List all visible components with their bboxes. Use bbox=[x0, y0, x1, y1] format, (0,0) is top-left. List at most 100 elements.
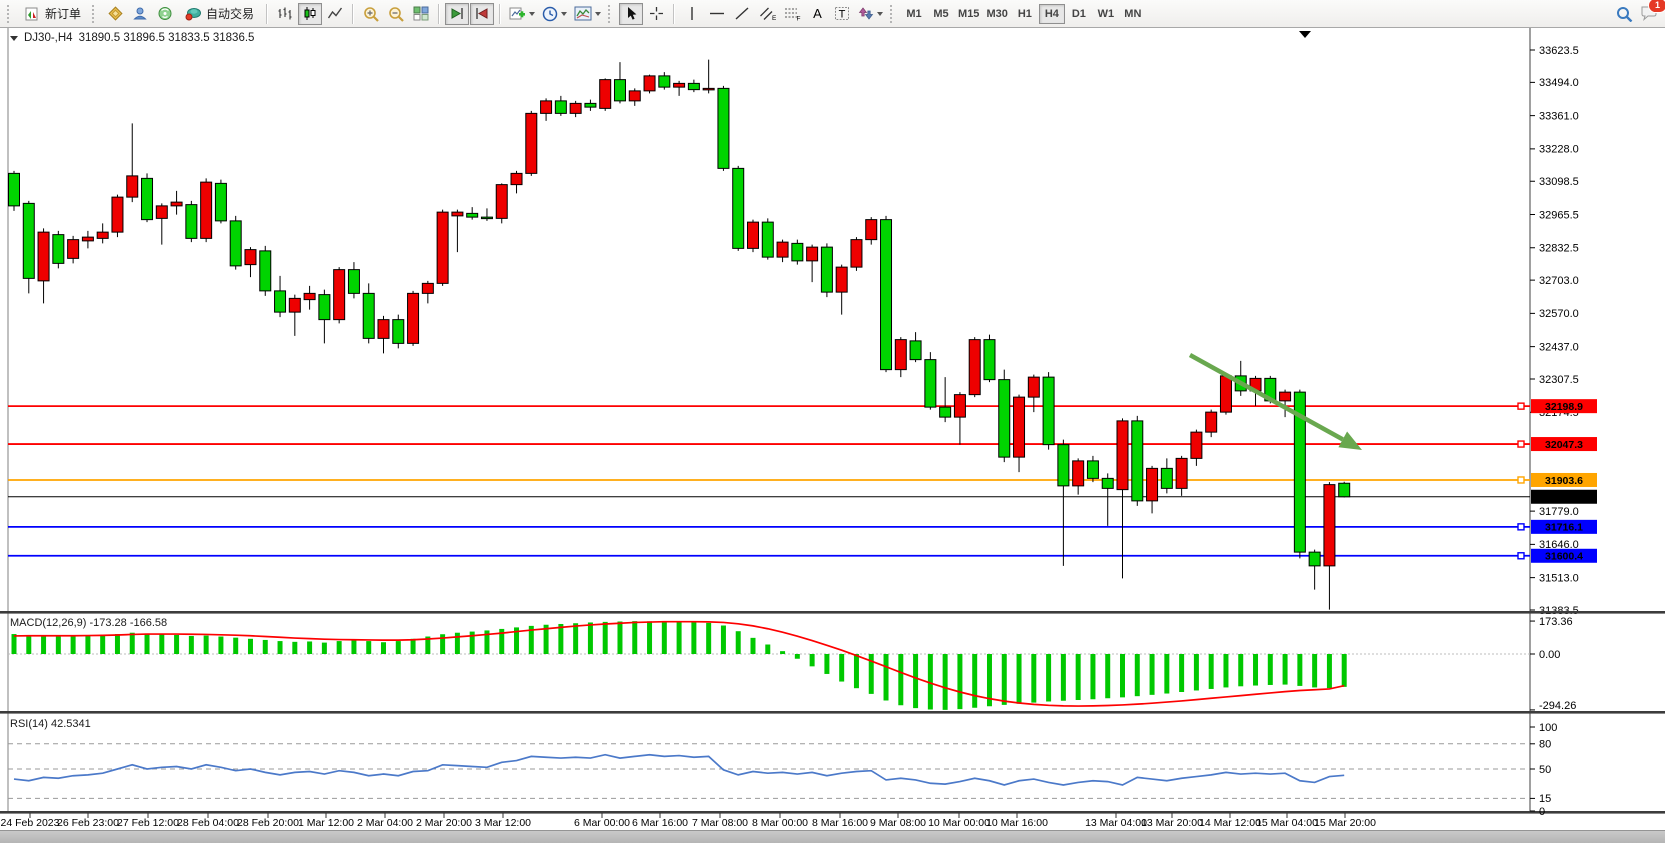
bar-chart-type-button[interactable] bbox=[273, 3, 297, 25]
pane-separator-price-macd[interactable] bbox=[0, 611, 1665, 614]
text-label-button[interactable]: T bbox=[830, 3, 854, 25]
price-level-handle[interactable] bbox=[1517, 476, 1525, 484]
time-axis[interactable] bbox=[0, 813, 1665, 830]
rsi-indicator-label[interactable]: RSI(14) 42.5341 bbox=[10, 718, 91, 730]
chart-canvas[interactable]: 33623.5 33494.0 33361.0 33228.0 33098.5 32965… bbox=[0, 28, 1665, 830]
fibonacci-button[interactable]: F bbox=[780, 3, 804, 25]
candle bbox=[894, 337, 907, 378]
arrows-shapes-button[interactable] bbox=[855, 3, 886, 25]
trendline-icon bbox=[735, 7, 749, 20]
candle-body bbox=[495, 184, 508, 219]
macd-signal-line bbox=[13, 620, 1345, 707]
time-axis-label: 3 Mar 12:00 bbox=[475, 817, 531, 829]
timeframe-h1[interactable]: H1 bbox=[1012, 4, 1038, 24]
price-level-handle[interactable] bbox=[1517, 402, 1525, 410]
timeframe-m30[interactable]: M30 bbox=[983, 4, 1010, 24]
timeframe-m1[interactable]: M1 bbox=[901, 4, 927, 24]
candle-body bbox=[1146, 467, 1159, 502]
candle bbox=[377, 315, 390, 354]
chart-template-button[interactable] bbox=[571, 3, 604, 25]
search-button[interactable] bbox=[1612, 3, 1636, 25]
price-level-handle[interactable] bbox=[1517, 552, 1525, 560]
new-order-button[interactable]: 新订单 bbox=[18, 3, 88, 25]
line-chart-icon bbox=[327, 7, 343, 19]
macd-pane[interactable] bbox=[0, 615, 1665, 711]
chart-shift-marker[interactable] bbox=[1299, 31, 1311, 38]
macd-indicator-label[interactable]: MACD(12,26,9) -173.28 -166.58 bbox=[10, 617, 168, 629]
candle-body bbox=[1160, 467, 1173, 489]
market-button[interactable] bbox=[128, 3, 152, 25]
auto-trading-button[interactable]: 自动交易 bbox=[178, 3, 261, 25]
candle-body bbox=[259, 250, 272, 292]
candle-body bbox=[377, 319, 390, 339]
price-level-tag-text: 32198.9 bbox=[1545, 401, 1583, 413]
candle bbox=[1338, 481, 1351, 498]
price-pane[interactable] bbox=[0, 28, 1665, 612]
candlestick-chart-type-button[interactable] bbox=[298, 2, 323, 25]
toolbar-grip[interactable] bbox=[890, 4, 897, 23]
chart-shift-button[interactable] bbox=[470, 2, 495, 25]
candle-body bbox=[421, 282, 434, 294]
candle bbox=[1116, 418, 1129, 579]
svg-text:E: E bbox=[772, 15, 776, 21]
pane-separator-macd-rsi[interactable] bbox=[0, 711, 1665, 714]
trendline-button[interactable] bbox=[730, 3, 754, 25]
trend-arrow-line[interactable] bbox=[1188, 353, 1344, 442]
vertical-line-button[interactable] bbox=[680, 3, 704, 25]
toolbar-grip[interactable] bbox=[7, 4, 14, 23]
rsi-axis-tick-label: 15 bbox=[1539, 793, 1551, 805]
auto-scroll-button[interactable] bbox=[445, 2, 470, 25]
rsi-axis-tick-label: 50 bbox=[1539, 764, 1551, 776]
dropdown-caret bbox=[877, 11, 884, 16]
timeframe-m5[interactable]: M5 bbox=[928, 4, 954, 24]
candle-body bbox=[244, 249, 257, 266]
candle bbox=[81, 230, 94, 249]
candle-body bbox=[525, 112, 538, 174]
notifications-button[interactable]: 1 bbox=[1637, 0, 1665, 26]
text-button[interactable]: A bbox=[805, 3, 829, 25]
line-chart-type-button[interactable] bbox=[323, 3, 347, 25]
price-level-handle[interactable] bbox=[1517, 440, 1525, 448]
candle-body bbox=[466, 212, 479, 218]
timeframe-d1[interactable]: D1 bbox=[1066, 4, 1092, 24]
rsi-axis-tick-label: 0 bbox=[1539, 806, 1545, 818]
dropdown-caret bbox=[595, 11, 602, 16]
time-axis-label: 13 Mar 04:00 bbox=[1085, 817, 1147, 829]
toolbar-grip[interactable] bbox=[92, 4, 99, 23]
current-price-tag-text: 31836.5 bbox=[1545, 492, 1583, 504]
add-indicator-button[interactable] bbox=[506, 3, 538, 25]
candle-body bbox=[274, 290, 287, 313]
candle bbox=[141, 173, 154, 223]
one-click-trading-toggle-icon[interactable] bbox=[10, 35, 18, 41]
candle bbox=[791, 239, 804, 265]
mql5-community-button[interactable] bbox=[103, 3, 127, 25]
macd-axis-tick-label: 0.00 bbox=[1539, 649, 1560, 661]
candle-body bbox=[717, 87, 730, 169]
cursor-button[interactable] bbox=[619, 2, 644, 25]
tile-windows-button[interactable] bbox=[409, 3, 433, 25]
zoom-in-button[interactable] bbox=[359, 3, 383, 25]
candle bbox=[259, 245, 272, 296]
timeframe-m15[interactable]: M15 bbox=[955, 4, 982, 24]
timeframe-h4[interactable]: H4 bbox=[1038, 3, 1065, 24]
equidistant-channel-button[interactable]: E bbox=[755, 3, 779, 25]
candle bbox=[702, 59, 715, 94]
trend-arrow-head[interactable] bbox=[1338, 431, 1362, 450]
candle-body bbox=[288, 297, 301, 313]
timeframe-mn[interactable]: MN bbox=[1120, 4, 1146, 24]
toolbar-grip[interactable] bbox=[608, 4, 615, 23]
signals-button[interactable] bbox=[153, 3, 177, 25]
horizontal-line-button[interactable] bbox=[705, 3, 729, 25]
candle bbox=[687, 79, 700, 93]
current-price-tag: 31836.5 bbox=[1531, 489, 1597, 504]
zoom-out-button[interactable] bbox=[384, 3, 408, 25]
time-axis-label: 24 Feb 2023 bbox=[1, 817, 60, 829]
period-button[interactable] bbox=[539, 3, 570, 25]
timeframe-w1[interactable]: W1 bbox=[1093, 4, 1119, 24]
price-level-tag: 32198.9 bbox=[1531, 399, 1597, 414]
candle-body bbox=[909, 340, 922, 361]
crosshair-button[interactable] bbox=[644, 3, 668, 25]
pane-separator-rsi-time[interactable] bbox=[0, 811, 1665, 814]
price-level-handle[interactable] bbox=[1517, 523, 1525, 531]
rsi-pane[interactable] bbox=[0, 714, 1665, 811]
